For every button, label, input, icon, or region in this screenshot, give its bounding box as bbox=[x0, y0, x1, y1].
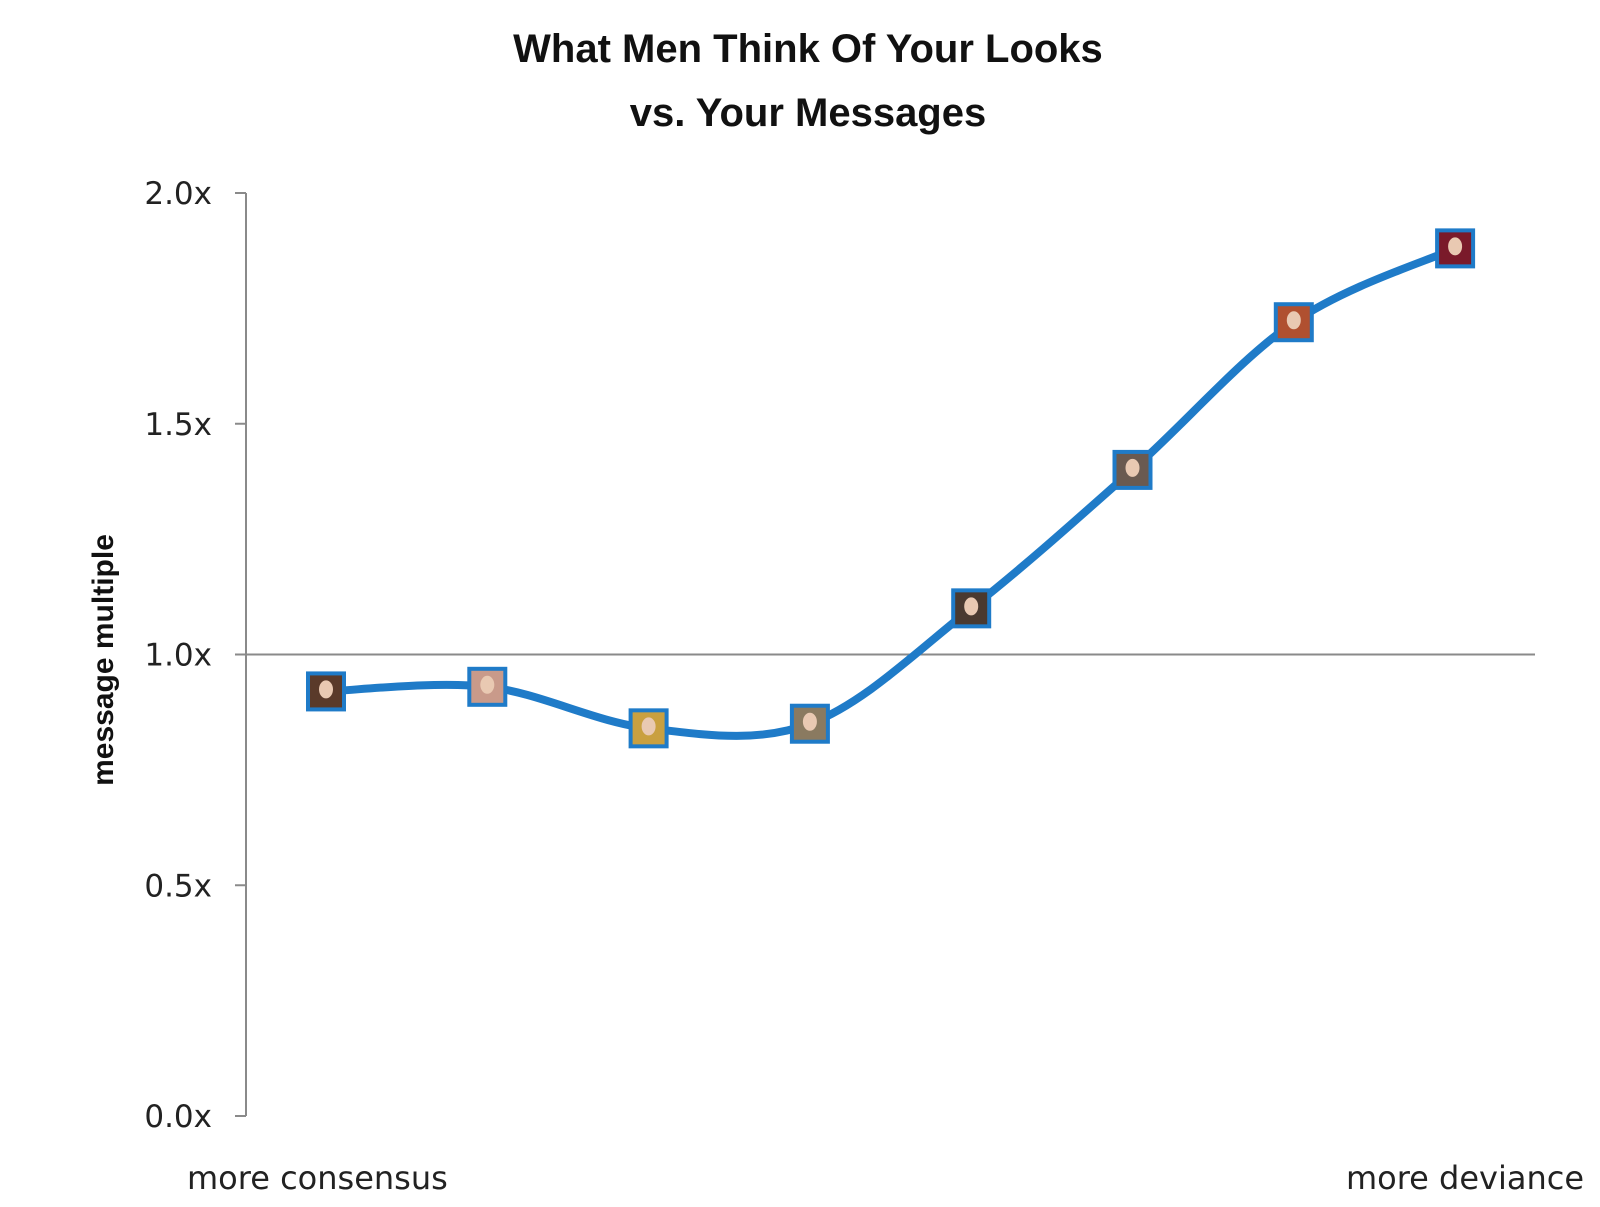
y-tick-label: 0.0x bbox=[144, 1099, 212, 1135]
data-point-thumbnail bbox=[951, 588, 992, 629]
chart-title-line-2: vs. Your Messages bbox=[630, 91, 986, 135]
data-point-thumbnail bbox=[1273, 302, 1314, 343]
y-tick-label: 1.5x bbox=[144, 407, 212, 443]
data-point-thumbnail bbox=[1112, 449, 1153, 490]
data-point-thumbnail bbox=[1435, 228, 1476, 269]
data-point-thumbnail bbox=[467, 666, 508, 707]
data-point-thumbnail bbox=[628, 708, 669, 749]
data-point-thumbnail bbox=[306, 671, 346, 712]
chart-title-line-1: What Men Think Of Your Looks bbox=[513, 27, 1103, 71]
y-axis-title: message multiple bbox=[87, 534, 120, 786]
y-tick-label: 2.0x bbox=[144, 176, 212, 212]
chart-title: What Men Think Of Your Looks vs. Your Me… bbox=[513, 27, 1103, 135]
data-markers bbox=[306, 228, 1476, 749]
x-axis-left-label: more consensus bbox=[187, 1159, 448, 1197]
y-tick-label: 1.0x bbox=[144, 638, 212, 674]
x-axis-right-label: more deviance bbox=[1346, 1159, 1584, 1197]
y-axis-ticks: 0.0x 0.5x 1.0x 1.5x 2.0x bbox=[144, 176, 246, 1135]
data-point-thumbnail bbox=[789, 703, 830, 744]
y-tick-label: 0.5x bbox=[144, 868, 212, 904]
